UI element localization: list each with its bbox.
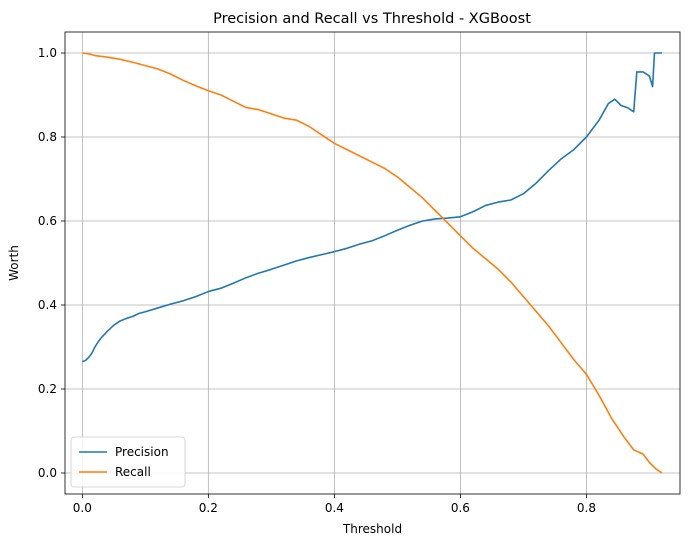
chart-title: Precision and Recall vs Threshold - XGBo… (213, 11, 531, 27)
x-tick-label: 0.8 (577, 501, 596, 515)
series-line-recall (82, 52, 663, 474)
x-tick-label: 0.0 (73, 501, 92, 515)
legend-label-precision: Precision (115, 445, 169, 459)
y-tick-label: 1.0 (38, 46, 57, 60)
y-tick-label: 0.4 (38, 298, 57, 312)
legend: Precision Recall (70, 436, 186, 488)
legend-box (70, 436, 186, 488)
x-axis-label: Threshold (342, 522, 402, 536)
y-tick-label: 0.0 (38, 466, 57, 480)
x-tick-label: 0.2 (199, 501, 218, 515)
series-line-precision (82, 52, 663, 363)
x-tick-label: 0.6 (451, 501, 470, 515)
axis-ticks: 0.0 0.2 0.4 0.6 0.8 0.0 0.2 0.4 0.6 0.8 1.0 (38, 46, 596, 515)
legend-label-recall: Recall (115, 465, 151, 479)
y-axis-label: Worth (7, 245, 21, 281)
x-tick-label: 0.4 (325, 501, 344, 515)
y-tick-label: 0.8 (38, 130, 57, 144)
plot-area-frame (64, 31, 681, 495)
y-tick-label: 0.2 (38, 382, 57, 396)
series-lines (82, 52, 663, 474)
y-tick-label: 0.6 (38, 214, 57, 228)
